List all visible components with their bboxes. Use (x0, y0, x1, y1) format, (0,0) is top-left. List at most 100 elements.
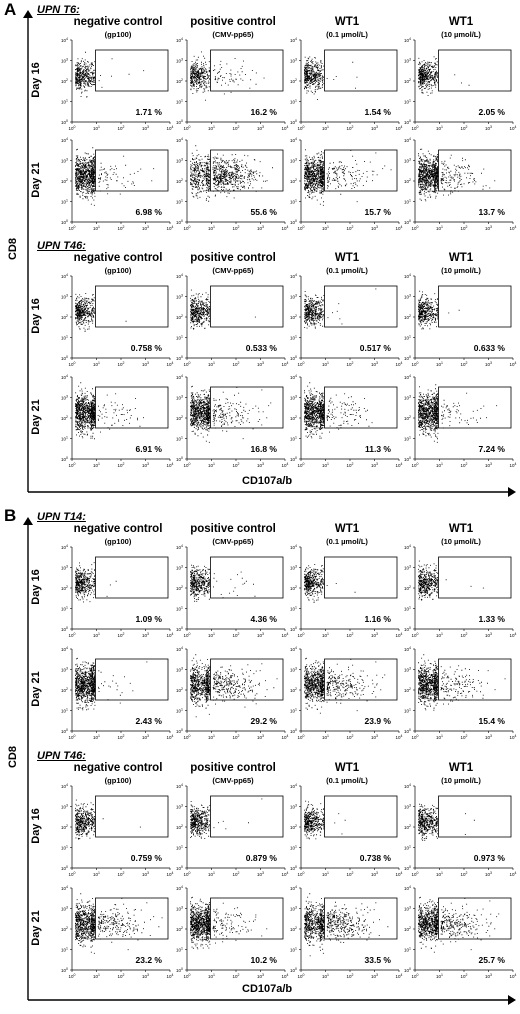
event-dots (418, 56, 470, 96)
tick-label: 102 (176, 585, 183, 591)
gate-rectangle (324, 386, 398, 429)
tick-label: 101 (208, 632, 215, 638)
tick-label: 104 (510, 871, 517, 877)
column-subtitle: (CMV-pp65) (212, 776, 254, 785)
row-label: Day 16 (30, 808, 42, 844)
tick-label: 102 (118, 462, 125, 468)
event-dots (304, 56, 358, 100)
gate-percentage: 0.633 % (474, 343, 506, 353)
column-title: positive control (190, 252, 276, 264)
tick-label: 104 (176, 374, 183, 380)
column-subtitle: (CMV-pp65) (212, 30, 254, 39)
event-dots (304, 288, 377, 329)
event-dots (304, 382, 373, 439)
tick-label: 100 (412, 973, 419, 979)
tick-label: 104 (167, 462, 174, 468)
tick-label: 102 (118, 871, 125, 877)
tick-label: 100 (404, 626, 411, 632)
column-subtitle: (10 µmol/L) (441, 266, 481, 275)
tick-label: 102 (118, 125, 125, 131)
column-subtitle: (0.1 µmol/L) (326, 776, 368, 785)
tick-label: 103 (290, 158, 297, 164)
tick-label: 100 (69, 973, 76, 979)
tick-label: 102 (347, 462, 354, 468)
tick-label: 100 (184, 361, 191, 367)
tick-label: 103 (142, 125, 149, 131)
tick-label: 100 (298, 225, 305, 231)
tick-label: 103 (290, 804, 297, 810)
tick-label: 100 (298, 632, 305, 638)
tick-label: 100 (176, 865, 183, 871)
tick-label: 101 (436, 225, 443, 231)
tick-label: 101 (404, 606, 411, 612)
tick-label: 100 (404, 728, 411, 734)
column-title: WT1 (448, 762, 474, 774)
y-axis-arrowhead (23, 10, 33, 18)
gate-rectangle (438, 285, 512, 328)
tick-label: 103 (371, 225, 378, 231)
tick-label: 104 (282, 632, 289, 638)
tick-label: 104 (61, 374, 68, 380)
tick-label: 101 (93, 361, 100, 367)
tick-label: 100 (290, 119, 297, 125)
row-label: Day 21 (30, 671, 42, 707)
column-subtitle: (0.1 µmol/L) (326, 266, 368, 275)
gate-percentage: 29.2 % (251, 716, 278, 726)
gate-rectangle (210, 386, 284, 429)
tick-label: 102 (290, 585, 297, 591)
tick-label: 104 (176, 544, 183, 550)
tick-label: 102 (347, 225, 354, 231)
tick-label: 103 (176, 906, 183, 912)
tick-label: 102 (461, 361, 468, 367)
tick-label: 104 (404, 544, 411, 550)
tick-label: 102 (461, 632, 468, 638)
column-title: negative control (73, 523, 163, 535)
tick-label: 101 (176, 436, 183, 442)
column-title: negative control (73, 16, 163, 28)
tick-label: 100 (176, 967, 183, 973)
tick-label: 102 (347, 361, 354, 367)
tick-label: 104 (290, 646, 297, 652)
gate-rectangle (438, 556, 512, 599)
tick-label: 103 (176, 565, 183, 571)
gate-percentage: 0.738 % (360, 853, 392, 863)
event-dots (190, 51, 265, 101)
gate-percentage: 16.2 % (251, 107, 278, 117)
tick-label: 100 (176, 626, 183, 632)
tick-label: 104 (61, 885, 68, 891)
tick-label: 101 (436, 462, 443, 468)
gate-percentage: 2.05 % (479, 107, 506, 117)
tick-label: 104 (167, 125, 174, 131)
tick-label: 100 (412, 734, 419, 740)
tick-label: 100 (61, 355, 68, 361)
tick-label: 104 (282, 734, 289, 740)
gate-percentage: 6.91 % (136, 444, 163, 454)
column-title: WT1 (448, 252, 474, 264)
tick-label: 103 (371, 871, 378, 877)
event-dots (304, 564, 356, 603)
gate-percentage: 0.973 % (474, 853, 506, 863)
tick-label: 102 (61, 178, 68, 184)
tick-label: 102 (176, 687, 183, 693)
tick-label: 101 (61, 947, 68, 953)
tick-label: 104 (396, 361, 403, 367)
tick-label: 100 (61, 967, 68, 973)
tick-label: 100 (290, 728, 297, 734)
tick-label: 102 (290, 824, 297, 830)
tick-label: 101 (290, 606, 297, 612)
tick-label: 102 (404, 824, 411, 830)
tick-label: 103 (371, 462, 378, 468)
tick-label: 101 (290, 99, 297, 105)
tick-label: 100 (184, 734, 191, 740)
tick-label: 104 (396, 973, 403, 979)
tick-label: 101 (404, 335, 411, 341)
event-dots (75, 293, 127, 332)
column-title: WT1 (334, 252, 360, 264)
tick-label: 101 (208, 225, 215, 231)
tick-label: 100 (412, 632, 419, 638)
tick-label: 103 (371, 973, 378, 979)
